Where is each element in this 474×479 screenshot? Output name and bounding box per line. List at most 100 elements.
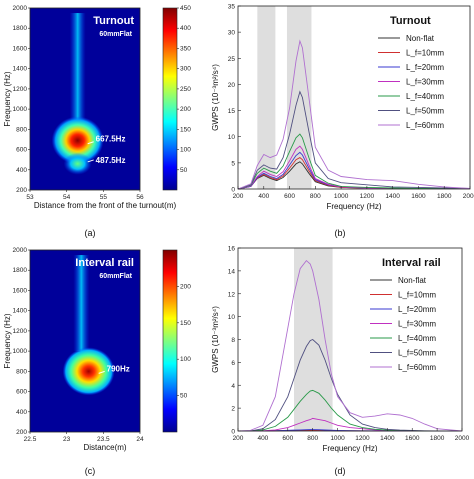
x-tick-label: 54 [63, 194, 71, 201]
x-tick-label: 200 [233, 193, 244, 200]
colorbar-tick-label: 150 [180, 320, 191, 327]
series-line-3 [237, 145, 470, 190]
y-tick-label: 4 [231, 383, 235, 390]
y-tick-label: 25 [228, 56, 236, 63]
x-tick-label: 1600 [405, 435, 420, 442]
series-line-6 [237, 259, 463, 432]
legend-label-0: Non-flat [398, 276, 427, 285]
annotation-label: 667.5Hz [96, 135, 126, 144]
x-tick-label: 2000 [455, 435, 470, 442]
colorbar [162, 249, 178, 433]
plot-area [238, 248, 462, 431]
legend-label-1: L_f=10mm [406, 49, 444, 58]
colorbar-tick-label: 450 [180, 5, 191, 12]
x-tick-label: 1000 [330, 435, 345, 442]
y-tick-label: 10 [228, 314, 236, 321]
y-tick-label: 1400 [13, 66, 28, 73]
x-tick-label: 23.5 [97, 436, 110, 443]
colorbar-tick-label: 100 [180, 356, 191, 363]
x-tick-label: 800 [307, 435, 318, 442]
x-tick-label: 1200 [355, 435, 370, 442]
heatmap-hotspot-0 [62, 347, 115, 396]
x-tick-label: 600 [282, 435, 293, 442]
colorbar-tick-label: 100 [180, 147, 191, 154]
x-tick-label: 1400 [385, 193, 400, 200]
y-tick-label: 600 [16, 389, 27, 396]
x-tick-label: 24 [136, 436, 144, 443]
x-axis-label: Frequency (Hz) [326, 202, 381, 211]
line-chart-panel-1: 0 5 10 15 20 25 30 35 200 400 600 800 1000 1200 1400 16… [211, 4, 474, 212]
y-axis-label: GWPS (10⁻³m²/s⁴) [211, 64, 220, 131]
y-tick-label: 15 [228, 108, 236, 115]
y-tick-label: 1600 [13, 287, 28, 294]
y-tick-label: 200 [16, 429, 27, 436]
heatmap-ridge [73, 255, 90, 352]
colorbar-tick-label: 200 [180, 106, 191, 113]
heatmap-ridge [69, 13, 86, 130]
panel-caption: (a) [85, 228, 96, 238]
y-tick-label: 1200 [13, 328, 28, 335]
heatmap-panel-0: 200 400 600 800 1000 1200 1400 1600 1800 2000 53 54… [3, 5, 191, 210]
colorbar-tick-label: 350 [180, 45, 191, 52]
legend-label-2: L_f=20mm [398, 305, 436, 314]
x-tick-label: 800 [310, 193, 321, 200]
y-axis-label: Frequency (Hz) [3, 71, 12, 126]
y-tick-label: 1000 [13, 348, 28, 355]
colorbar-tick-label: 200 [180, 283, 191, 290]
panel-caption: (b) [335, 228, 346, 238]
plot-frame [237, 5, 471, 190]
y-tick-label: 20 [228, 82, 236, 89]
x-tick-label: 1000 [334, 193, 349, 200]
colorbar-tick-label: 50 [180, 393, 188, 400]
colorbar-tick-label: 50 [180, 167, 188, 174]
x-tick-label: 55 [100, 194, 108, 201]
legend-label-6: L_f=60mm [398, 363, 436, 372]
legend-label-1: L_f=10mm [398, 291, 436, 300]
annotation-label: 487.5Hz [96, 156, 126, 165]
legend-label-3: L_f=30mm [398, 320, 436, 329]
series-line-6 [237, 39, 471, 190]
panel-subtitle: 60mmFlat [99, 273, 132, 280]
y-tick-label: 35 [228, 4, 236, 11]
y-tick-label: 1400 [13, 308, 28, 315]
colorbar-tick-label: 300 [180, 66, 191, 73]
heatmap-hotspot-0 [51, 116, 104, 165]
annotation-arrow [98, 370, 105, 374]
x-tick-label: 600 [284, 193, 295, 200]
heatmap-frame [29, 249, 141, 433]
x-tick-label: 23 [63, 436, 71, 443]
panel-title: Interval rail [75, 257, 134, 269]
shaded-band [257, 6, 276, 189]
legend-label-4: L_f=40mm [398, 334, 436, 343]
annotation-arrow [87, 141, 94, 145]
x-tick-label: 1200 [360, 193, 375, 200]
y-tick-label: 6 [231, 360, 235, 367]
annotation-label: 790Hz [107, 364, 130, 373]
series-line-4 [237, 133, 470, 190]
legend-label-3: L_f=30mm [406, 78, 444, 87]
y-tick-label: 1600 [13, 45, 28, 52]
y-tick-label: 600 [16, 147, 27, 154]
x-axis-label: Frequency (Hz) [322, 444, 377, 453]
colorbar-tick-label: 150 [180, 126, 191, 133]
legend-label-0: Non-flat [406, 34, 435, 43]
line-chart-panel-3: 0 2 4 6 8 10 12 14 16 200 400 600 800 1000 1200 1400 160… [211, 246, 470, 454]
y-tick-label: 400 [16, 167, 27, 174]
y-tick-label: 0 [231, 187, 235, 194]
panel-caption: (d) [335, 466, 346, 476]
x-tick-label: 400 [257, 435, 268, 442]
y-tick-label: 400 [16, 409, 27, 416]
x-tick-label: 53 [26, 194, 34, 201]
legend-label-2: L_f=20mm [406, 63, 444, 72]
y-tick-label: 800 [16, 126, 27, 133]
x-tick-label: 1800 [437, 193, 452, 200]
x-tick-label: 22.5 [24, 436, 37, 443]
x-tick-label: 1800 [430, 435, 445, 442]
panel-caption: (c) [85, 466, 96, 476]
annotation-arrow [87, 159, 94, 163]
panel-title: Turnout [93, 15, 134, 27]
y-tick-label: 2000 [13, 5, 28, 12]
y-tick-label: 30 [228, 30, 236, 37]
legend-label-5: L_f=50mm [406, 107, 444, 116]
series-line-5 [237, 90, 471, 190]
